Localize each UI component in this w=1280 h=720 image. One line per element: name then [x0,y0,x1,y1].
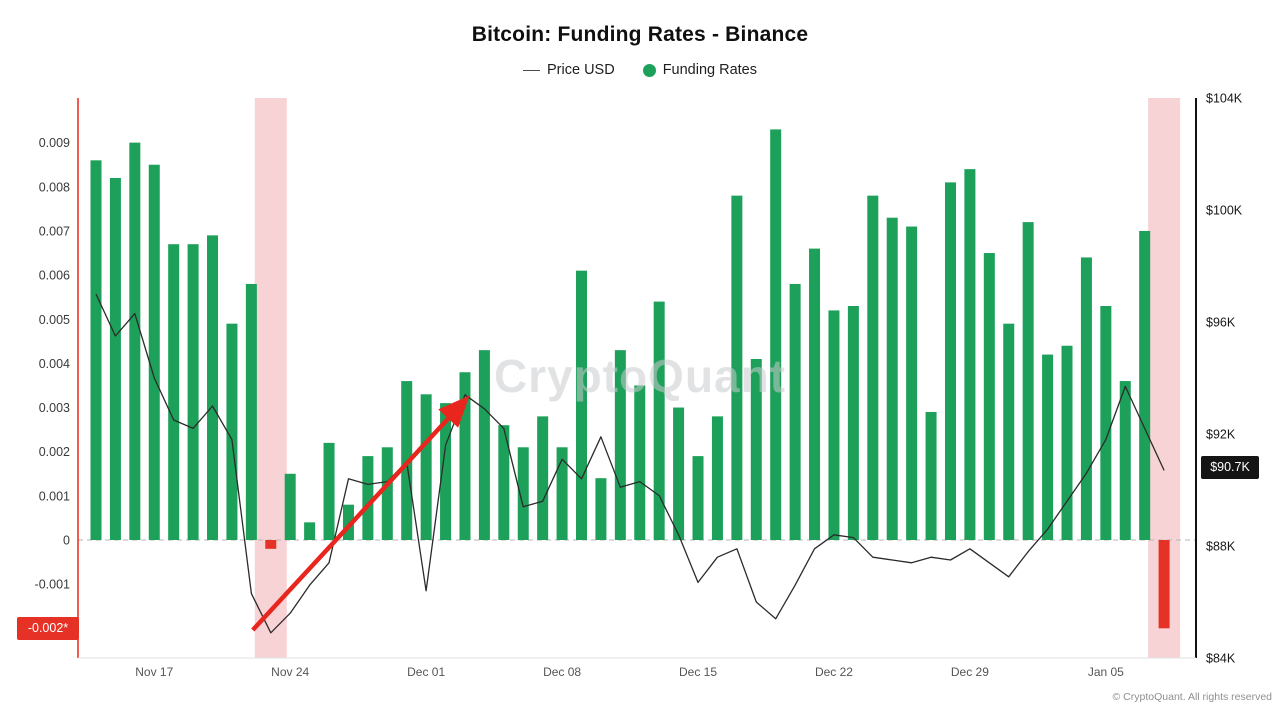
y-left-tick-label: 0.005 [39,313,70,327]
y-right-tick-label: $96K [1206,316,1236,330]
x-tick-label: Dec 08 [543,665,581,679]
y-right-tick-label: $100K [1206,204,1243,218]
funding-bar [245,283,257,540]
funding-bar [284,473,296,540]
y-left-tick-label: 0.001 [39,489,70,503]
funding-bar [323,442,335,540]
funding-bar [342,504,354,540]
funding-bar [537,416,549,540]
funding-bar [129,142,141,540]
funding-bar [207,235,219,541]
highlight-band [254,98,287,658]
funding-bar [459,372,471,540]
y-left-tick-label: -0.001 [35,578,70,592]
funding-bar [1080,257,1092,540]
funding-bar [809,248,821,541]
funding-bar [381,447,393,540]
trend-arrow-icon [251,395,470,632]
x-tick-label: Dec 15 [679,665,717,679]
funding-bar [731,195,743,540]
funding-bar [983,253,995,540]
price-line-swatch-icon [523,69,540,71]
x-tick-label: Dec 22 [815,665,853,679]
funding-bar [478,350,490,540]
funding-dot-swatch-icon [642,63,656,77]
funding-bar [556,447,568,540]
funding-bar [906,226,918,540]
funding-bar [750,358,762,540]
copyright: © CryptoQuant. All rights reserved [1112,691,1272,703]
funding-bar [1158,540,1170,629]
funding-bar [362,456,374,540]
y-left-tick-label: 0.008 [39,180,70,194]
x-tick-label: Jan 05 [1088,665,1124,679]
funding-bar [634,385,646,540]
y-right-tick-label: $88K [1206,540,1236,554]
funding-bar [614,350,626,540]
funding-bar [90,160,102,540]
funding-bar [304,522,316,540]
min-funding-badge: -0.002* [17,617,79,640]
funding-bar [1139,230,1151,540]
y-left-tick-label: 0.002 [39,445,70,459]
funding-bar [944,182,956,540]
y-right-tick-label: $92K [1206,428,1236,442]
funding-bar [711,416,723,540]
funding-bar [964,169,976,540]
funding-bar [226,323,238,540]
y-left-tick-label: 0 [63,534,70,548]
x-tick-label: Dec 01 [407,665,445,679]
funding-bar [576,270,587,540]
y-left-tick-label: 0.006 [39,269,70,283]
funding-bar [148,164,160,540]
y-left-tick-label: 0.007 [39,224,70,238]
funding-bar [498,425,510,540]
funding-bar [1100,306,1112,540]
funding-bar [440,403,452,540]
y-right-tick-label: $104K [1206,92,1243,106]
legend-item-price[interactable]: Price USD [523,62,615,78]
funding-bar [847,306,859,540]
funding-bar [109,177,121,540]
funding-bar [1061,345,1073,540]
legend-price-label: Price USD [547,62,615,78]
last-price-badge: $90.7K [1201,456,1259,479]
funding-bar [828,310,840,540]
funding-bar [789,283,801,540]
funding-bar [886,217,898,540]
funding-bar [673,407,685,540]
funding-bar [867,195,879,540]
y-left-tick-label: 0.003 [39,401,70,415]
chart-title: Bitcoin: Funding Rates - Binance [471,23,809,46]
funding-bar [420,394,432,540]
funding-bar [770,129,782,540]
funding-bar [925,411,937,540]
y-right-tick-label: $84K [1206,652,1236,666]
funding-bar [1003,323,1015,540]
funding-bar [653,301,665,540]
x-tick-label: Nov 17 [135,665,173,679]
legend-item-funding[interactable]: Funding Rates [642,62,757,78]
funding-bar [265,540,277,549]
legend-funding-label: Funding Rates [662,62,757,78]
funding-bar [168,244,180,540]
x-tick-label: Nov 24 [271,665,309,679]
price-line [95,293,1165,634]
funding-bar [1022,222,1034,540]
funding-bar [595,478,607,540]
y-left-tick-label: 0.009 [39,136,70,150]
funding-bar [1119,381,1131,540]
legend: Price USD Funding Rates [0,62,1280,78]
funding-bar [187,244,199,540]
funding-bar [692,456,704,540]
funding-bar [1042,354,1054,540]
funding-bar [517,447,529,540]
y-left-tick-label: 0.004 [39,357,70,371]
x-tick-label: Dec 29 [951,665,989,679]
